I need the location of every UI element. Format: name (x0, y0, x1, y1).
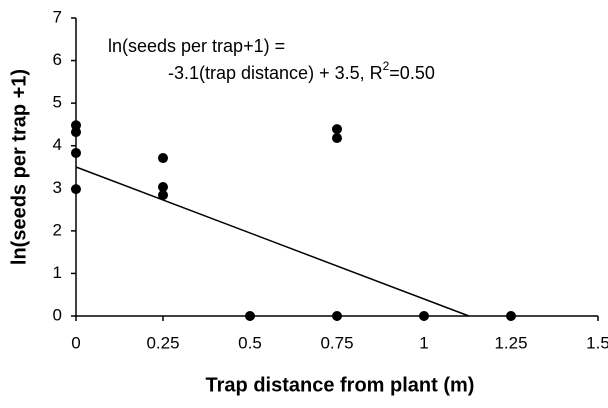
y-tick-label: 7 (53, 7, 62, 26)
point (419, 311, 429, 321)
x-tick-label: 0.5 (238, 333, 262, 352)
point (158, 182, 168, 193)
point (332, 311, 342, 321)
x-tick-label: 1.5 (586, 333, 608, 352)
point (71, 147, 81, 158)
fit-line (75, 166, 470, 317)
x-axis-label: Trap distance from plant (m) (206, 374, 475, 396)
point (158, 153, 168, 164)
annotation-line: =0.50 (389, 63, 435, 83)
x-tick-label: 1.25 (494, 333, 527, 352)
y-tick-label: 0 (53, 305, 62, 324)
point (245, 311, 255, 321)
x-tick-label: 1 (419, 333, 428, 352)
x-tick-label: 0.25 (146, 333, 179, 352)
y-tick-label: 2 (53, 220, 62, 239)
y-tick-label: 5 (53, 93, 62, 112)
annotation-line: -3.1(trap distance) + 3.5, R (168, 63, 383, 83)
point (158, 190, 168, 201)
annotation: ln(seeds per trap+1) = (108, 36, 285, 56)
point (332, 133, 342, 144)
y-axis-label: ln(seeds per trap +1) (8, 69, 30, 265)
point (506, 311, 516, 321)
annotation-superscript: 2 (383, 59, 390, 73)
y-tick-label: 3 (53, 178, 62, 197)
x-tick-label: 0.75 (320, 333, 353, 352)
annotation-line: ln(seeds per trap+1) = (108, 36, 285, 56)
y-tick-label: 6 (53, 50, 62, 69)
x-tick-label: 0 (71, 333, 80, 352)
y-tick-label: 1 (53, 263, 62, 282)
point (71, 184, 81, 195)
point (71, 127, 81, 138)
point (332, 124, 342, 135)
y-tick-label: 4 (53, 135, 62, 154)
annotation: -3.1(trap distance) + 3.5, R2=0.50 (168, 59, 435, 83)
